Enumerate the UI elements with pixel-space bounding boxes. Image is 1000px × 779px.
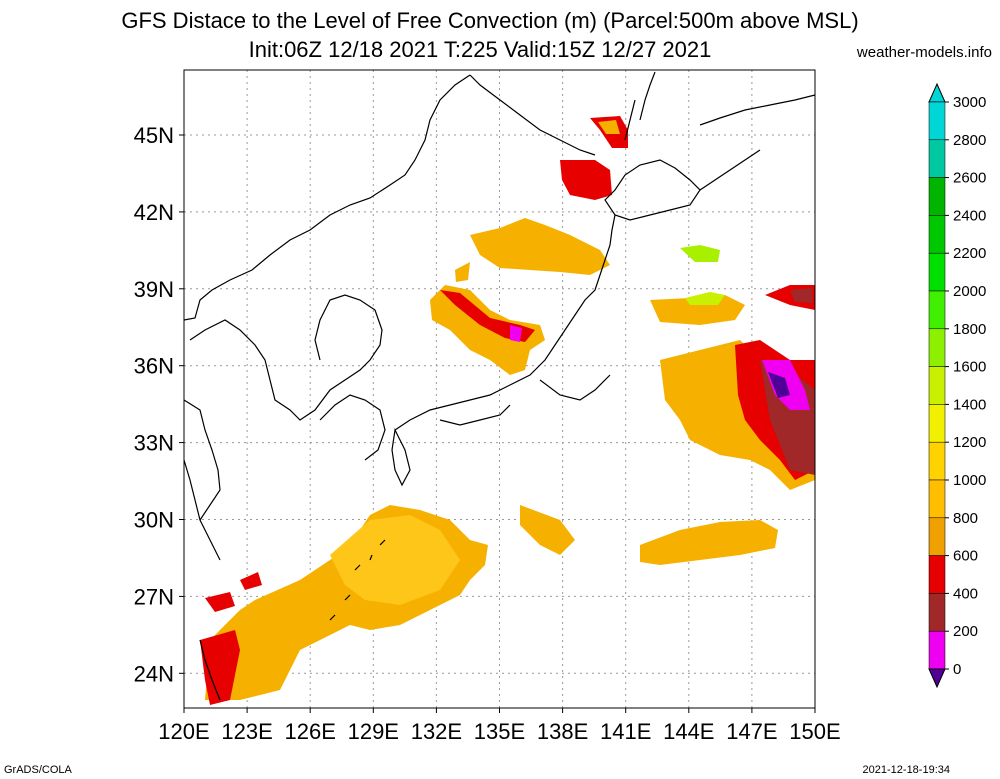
colorbar-label: 2600 — [953, 170, 986, 187]
lfc-field — [200, 116, 815, 705]
colorbar-bottom-arrow — [928, 668, 946, 689]
lon-label: 150E — [789, 719, 840, 744]
colorbar-swatch — [928, 404, 946, 443]
lon-label: 120E — [158, 719, 209, 744]
shade-south-pac — [640, 520, 778, 565]
colorbar-label: 1800 — [953, 321, 986, 338]
lat-label: 24N — [134, 661, 174, 686]
colorbar-label: 2400 — [953, 207, 986, 224]
colorbar-swatch — [928, 139, 946, 178]
colorbar-label: 3000 — [953, 94, 986, 111]
colorbar-swatch — [928, 441, 946, 481]
lat-label: 36N — [134, 354, 174, 379]
site-label[interactable]: weather-models.info — [856, 44, 992, 61]
latitude-labels: 45N 42N 39N 36N 33N 30N 27N 24N — [134, 123, 184, 686]
shade-hokkaido-red — [560, 160, 612, 200]
colorbar-label: 2800 — [953, 132, 986, 149]
colorbar-swatch — [928, 479, 946, 519]
shade-red-patch2 — [240, 572, 262, 590]
shade-pac-purple — [768, 372, 790, 398]
chart-subtitle: Init:06Z 12/18 2021 T:225 Valid:15Z 12/2… — [248, 37, 712, 62]
shade-sakhalin-orange — [598, 120, 620, 134]
colorbar-swatch — [928, 290, 946, 330]
lon-label: 126E — [285, 719, 336, 744]
colorbar-swatch — [928, 101, 946, 141]
longitude-labels: 120E 123E 126E 129E 132E 135E 138E 141E 144E 147E… — [158, 708, 841, 744]
lon-label: 141E — [600, 719, 651, 744]
shade-ne-brown — [790, 288, 813, 303]
colorbar-top-arrow — [928, 82, 946, 103]
footer-timestamp: 2021-12-18-19:34 — [862, 764, 950, 776]
lon-label: 135E — [474, 719, 525, 744]
colorbar-swatch — [928, 555, 946, 594]
lat-label: 27N — [134, 584, 174, 609]
colorbar-swatch — [928, 215, 946, 254]
shade-ecs-1000 — [330, 515, 460, 605]
lat-label: 33N — [134, 431, 174, 456]
colorbar-label: 2200 — [953, 245, 986, 262]
colorbar-label: 400 — [953, 585, 978, 602]
colorbar-label: 1400 — [953, 396, 986, 413]
colorbar-swatch — [928, 517, 946, 556]
shade-red-patch — [205, 592, 235, 612]
shade-taiwan-red — [200, 630, 240, 705]
colorbar-label: 0 — [953, 661, 961, 678]
footer-credit: GrADS/COLA — [4, 764, 72, 776]
lon-label: 147E — [726, 719, 777, 744]
colorbar-swatch — [928, 328, 946, 367]
shade-green-1 — [680, 245, 720, 262]
colorbar-label: 600 — [953, 548, 978, 565]
lat-label: 42N — [134, 200, 174, 225]
lon-label: 129E — [348, 719, 399, 744]
colorbar: 3000280026002400220020001800160014001200… — [928, 82, 986, 689]
colorbar-label: 2000 — [953, 283, 986, 300]
shade-soj-magenta — [510, 325, 522, 342]
shade-south-mid — [520, 505, 575, 555]
colorbar-label: 1200 — [953, 434, 986, 451]
lon-label: 138E — [537, 719, 588, 744]
colorbar-label: 1000 — [953, 472, 986, 489]
coastlines — [183, 71, 816, 701]
lon-label: 123E — [221, 719, 272, 744]
lon-label: 144E — [663, 719, 714, 744]
lat-label: 30N — [134, 508, 174, 533]
colorbar-label: 200 — [953, 623, 978, 640]
colorbar-swatch — [928, 630, 946, 670]
colorbar-label: 1600 — [953, 359, 986, 376]
shade-soj-dot — [455, 262, 470, 282]
lat-label: 45N — [134, 123, 174, 148]
shade-pac-north — [650, 295, 745, 325]
colorbar-swatch — [928, 252, 946, 292]
colorbar-swatch — [928, 366, 946, 405]
colorbar-swatch — [928, 593, 946, 632]
chart-title: GFS Distace to the Level of Free Convect… — [121, 8, 859, 33]
shade-green-2 — [685, 292, 725, 305]
shade-nsoj-800 — [470, 218, 610, 275]
lat-label: 39N — [134, 277, 174, 302]
colorbar-label: 800 — [953, 510, 978, 527]
lon-label: 132E — [411, 719, 462, 744]
colorbar-swatch — [928, 177, 946, 216]
